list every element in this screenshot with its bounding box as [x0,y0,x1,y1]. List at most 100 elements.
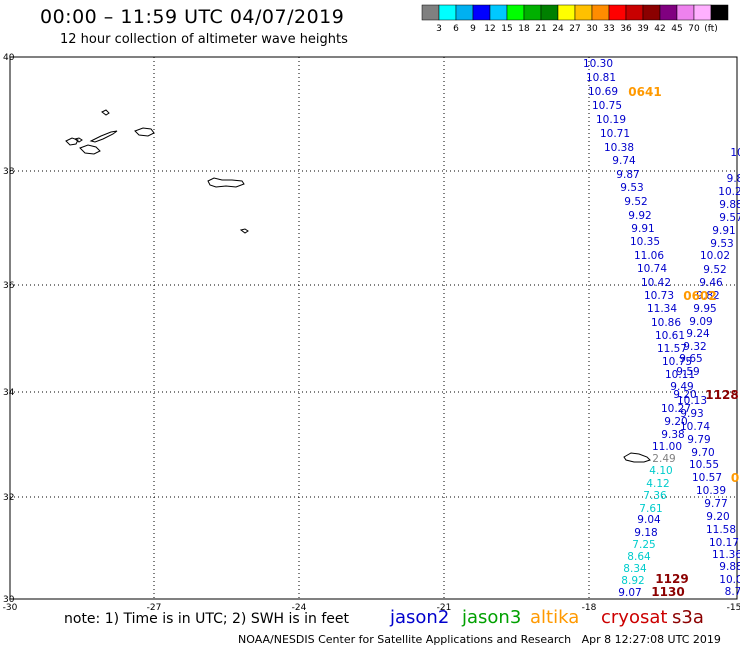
wave-height-value: 8.92 [621,575,644,587]
pass-time-label: 0641 [628,85,661,99]
map-frame [9,56,738,600]
legend-swatch [642,4,661,21]
wave-height-value: 10 [730,147,740,159]
wave-height-value: 9.52 [703,264,726,276]
wave-height-value: 9.79 [687,434,710,446]
wave-height-value: 10.35 [630,236,660,248]
legend-swatch [472,4,491,21]
wave-height-value: 9.46 [699,277,723,289]
legend-swatch [523,4,542,21]
legend-label: 24 [552,24,564,34]
wave-height-value: 4.12 [646,478,669,490]
page-title: 00:00 – 11:59 UTC 04/07/2019 [40,6,345,28]
island-graciosa [101,109,110,116]
wave-height-value: 9.04 [637,514,661,526]
legend-label: 21 [535,24,546,34]
wave-height-value: 11.58 [706,524,736,536]
wave-height-value: 10.2 [718,186,740,198]
legend-swatch [421,4,440,21]
island-pico [89,130,118,143]
island-madeira [623,452,651,463]
wave-height-value: 11.06 [634,250,664,262]
wave-height-value: 7.61 [639,503,662,515]
wave-height-value: 2.49 [652,453,675,465]
wave-height-value: 8.34 [623,563,647,575]
wave-height-value: 10.81 [586,72,616,84]
legend-label: 70 [688,24,700,34]
wave-height-value: 10.13 [677,395,707,407]
wave-height-value: 9.95 [693,303,716,315]
legend-swatch [574,4,593,21]
wave-height-value: 10.27 [661,403,691,415]
footer-credit: NOAA/NESDIS Center for Satellite Applica… [238,633,721,646]
wave-height-value: 9.93 [680,408,703,420]
legend-swatch [557,4,576,21]
pass-time-label: 0602 [683,289,716,303]
timestamp-text: Apr 8 12:27:08 UTC 2019 [581,633,721,646]
wave-height-value: 11.00 [652,441,682,453]
island-santa-maria [239,228,249,234]
wave-height-value: 10.42 [641,277,671,289]
wave-height-value: 10.11 [665,369,695,381]
wave-height-value: 10.74 [680,421,710,433]
lat-label: 38 [3,167,15,177]
lon-label: -21 [437,603,452,613]
legend-label: 27 [569,24,580,34]
lat-label: 36 [3,281,15,291]
wave-height-value: 10.75 [592,100,622,112]
legend-label: 18 [518,24,530,34]
wave-height-value: 10.69 [588,86,618,98]
legend-label: 36 [620,24,632,34]
wave-height-value: 9.91 [631,223,654,235]
legend-swatch [540,4,559,21]
wave-height-value: 10.86 [651,317,681,329]
pass-time-label: 1129 [655,572,688,586]
wave-height-value: 10.38 [604,142,634,154]
wave-height-value: 4.10 [649,465,672,477]
wave-height-value: 9.87 [616,169,639,181]
wave-height-value: 9.70 [691,447,714,459]
wave-height-value: 9.20 [673,389,696,401]
wave-height-value: 9.38 [661,429,684,441]
legend-swatch [438,4,457,21]
legend-swatch [710,4,729,21]
legend-swatch [489,4,508,21]
wave-height-value: 9.88 [719,199,740,211]
legend-label: 12 [484,24,495,34]
lat-label: 32 [3,493,14,503]
wave-height-value: 9.88 [719,561,740,573]
wave-height-value: 7.25 [632,539,655,551]
island-sao-miguel [207,177,245,188]
legend-swatch [608,4,627,21]
legend-label: 33 [603,24,614,34]
wave-height-value: 9.57 [719,212,740,224]
satellite-altika: altika [530,607,580,628]
wave-height-value: 10.19 [596,114,626,126]
satellite-s3a: s3a [672,607,704,628]
wave-height-value: 10.73 [644,290,674,302]
lat-label: 34 [3,388,15,398]
wave-height-value: 10.30 [583,58,613,70]
wave-height-value: 10.75 [662,356,692,368]
wave-height-value: 9.82 [696,290,719,302]
lon-label: -18 [582,603,597,613]
legend-swatch [625,4,644,21]
satellite-jason2: jason2 [390,607,450,628]
note-text: note: 1) Time is in UTC; 2) SWH is in fe… [64,611,350,627]
credit-text: NOAA/NESDIS Center for Satellite Applica… [238,633,572,646]
legend-label: 6 [453,24,459,34]
wave-height-value: 10.74 [637,263,667,275]
wave-height-value: 9.49 [670,381,693,393]
legend-label: 39 [637,24,649,34]
pass-time-label: 0 [731,471,739,485]
pass-time-label: 1130 [651,585,684,599]
wave-height-value: 9.91 [712,225,735,237]
wave-height-value: 11.34 [647,303,677,315]
wave-height-value: 9.07 [618,587,641,599]
satellite-jason3: jason3 [462,607,522,628]
color-legend: 3 6 9 12 15 18 21 24 27 30 33 36 39 42 45 70 (ft) [421,4,729,34]
wave-height-value: 9.74 [612,155,636,167]
wave-height-value: 10.39 [696,485,726,497]
wave-height-value: 9.24 [686,328,710,340]
